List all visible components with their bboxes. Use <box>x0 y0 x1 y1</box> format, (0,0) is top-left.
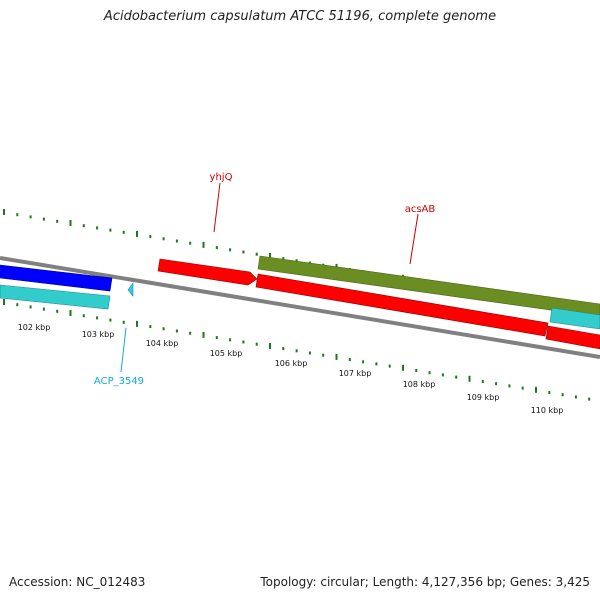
minor-tick <box>229 338 232 342</box>
minor-tick <box>162 237 165 241</box>
minor-tick <box>189 331 192 335</box>
major-tick <box>402 364 404 371</box>
major-tick <box>269 252 271 259</box>
gene-cyan-reverse-left[interactable] <box>0 284 111 310</box>
minor-tick <box>508 384 511 388</box>
minor-tick <box>96 316 99 320</box>
acsAB-leader <box>409 213 419 265</box>
minor-tick <box>175 239 178 243</box>
minor-tick <box>481 380 484 383</box>
minor-tick <box>109 228 112 232</box>
minor-tick <box>189 241 192 245</box>
minor-tick <box>282 347 285 351</box>
minor-tick <box>455 375 458 379</box>
gene-ACP_3549[interactable] <box>127 282 134 297</box>
ACP_3549-leader <box>120 327 127 373</box>
gene-red-reverse-right[interactable] <box>545 325 600 350</box>
ruler-labels: 102 kbp 103 kbp 104 kbp 105 kbp 106 kbp … <box>18 323 564 415</box>
major-tick <box>468 375 471 382</box>
ruler-label: 108 kbp <box>403 380 436 389</box>
gene-acsAB[interactable] <box>257 255 600 318</box>
minor-tick <box>162 327 165 331</box>
minor-tick <box>82 224 85 228</box>
ruler-label: 107 kbp <box>339 369 372 378</box>
major-tick <box>3 209 5 215</box>
minor-tick <box>42 307 45 311</box>
minor-tick <box>56 309 59 313</box>
major-tick <box>136 230 138 237</box>
minor-tick <box>282 257 285 261</box>
minor-tick <box>495 382 498 386</box>
major-tick <box>69 220 72 226</box>
ruler-label: 110 kbp <box>531 406 564 415</box>
minor-tick <box>322 353 325 357</box>
label-ACP_3549: ACP_3549 <box>94 376 144 387</box>
major-tick <box>3 299 5 305</box>
minor-tick <box>122 320 125 324</box>
minor-tick <box>242 250 245 254</box>
major-tick <box>202 241 205 248</box>
ruler-label: 106 kbp <box>275 359 308 368</box>
map-title: Acidobacterium capsulatum ATCC 51196, co… <box>103 9 497 24</box>
major-tick <box>69 310 72 316</box>
minor-tick <box>574 395 577 399</box>
label-acsAB: acsAB <box>405 204 436 215</box>
minor-tick <box>588 397 591 401</box>
minor-tick <box>42 217 45 221</box>
minor-tick <box>29 215 32 219</box>
minor-tick <box>16 303 19 307</box>
minor-tick <box>149 235 152 239</box>
minor-tick <box>175 329 178 333</box>
gene-red-reverse[interactable] <box>255 273 549 337</box>
major-tick <box>535 386 537 393</box>
minor-tick <box>388 364 391 368</box>
ruler-label: 102 kbp <box>18 323 51 332</box>
major-tick <box>202 331 205 338</box>
minor-tick <box>295 259 298 263</box>
minor-tick <box>109 318 112 322</box>
minor-tick <box>362 360 365 364</box>
major-tick <box>269 342 271 349</box>
minor-tick <box>82 314 85 318</box>
genome-backbone <box>0 256 600 359</box>
minor-tick <box>215 336 218 340</box>
ruler-label: 109 kbp <box>467 393 500 402</box>
minor-tick <box>548 391 551 394</box>
inner-tick-ruler <box>3 299 591 401</box>
yhjQ-leader <box>213 182 221 233</box>
minor-tick <box>348 358 351 362</box>
gene-yhjQ[interactable] <box>157 258 258 286</box>
minor-tick <box>16 213 19 217</box>
major-tick <box>335 353 338 360</box>
genome-stats: Topology: circular; Length: 4,127,356 bp… <box>260 575 590 589</box>
minor-tick <box>308 351 311 355</box>
minor-tick <box>521 386 524 390</box>
minor-tick <box>295 349 298 353</box>
minor-tick <box>255 342 258 346</box>
minor-tick <box>375 362 378 366</box>
minor-tick <box>441 373 444 377</box>
minor-tick <box>242 340 245 344</box>
minor-tick <box>255 252 258 256</box>
minor-tick <box>96 226 99 230</box>
major-tick <box>136 320 138 327</box>
ruler-label: 104 kbp <box>146 339 179 348</box>
ruler-label: 103 kbp <box>82 330 115 339</box>
minor-tick <box>149 325 152 329</box>
minor-tick <box>428 371 431 375</box>
gene-cyan-forward-right[interactable] <box>549 307 600 330</box>
minor-tick <box>229 248 232 252</box>
accession-label: Accession: NC_012483 <box>9 575 146 589</box>
label-yhjQ: yhjQ <box>210 172 233 183</box>
ruler-label: 105 kbp <box>210 349 243 358</box>
minor-tick <box>215 246 218 250</box>
gene-blue-forward[interactable] <box>0 264 113 292</box>
minor-tick <box>561 393 564 397</box>
minor-tick <box>29 305 32 309</box>
minor-tick <box>56 219 59 223</box>
minor-tick <box>122 230 125 234</box>
minor-tick <box>415 369 418 372</box>
